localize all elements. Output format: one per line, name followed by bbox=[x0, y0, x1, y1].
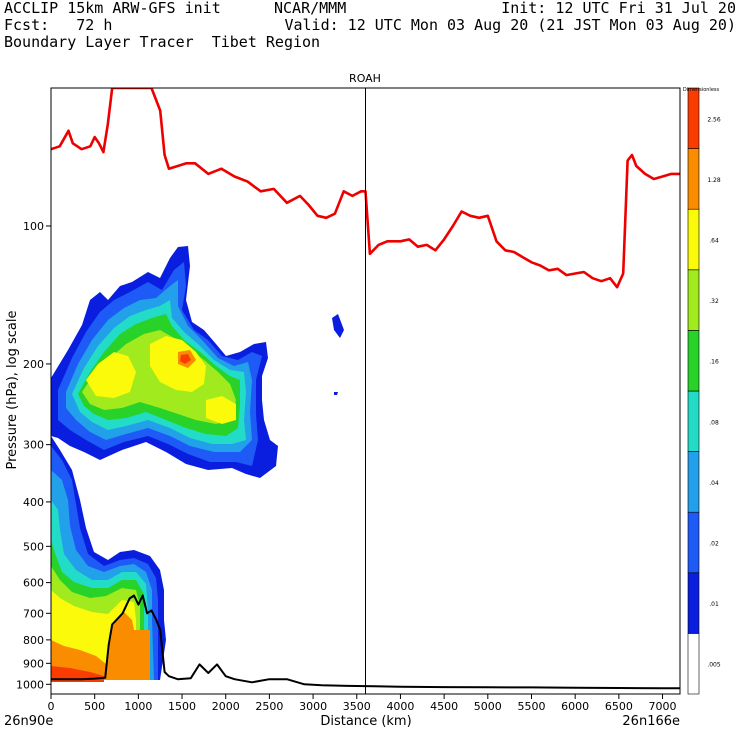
y-tick-label: 400 bbox=[23, 496, 44, 509]
x-tick-label: 2000 bbox=[212, 700, 240, 713]
colorbar-segment bbox=[687, 390, 700, 452]
header-institution: NCAR/MMM bbox=[274, 0, 347, 17]
colorbar-level-label: 2.56 bbox=[707, 116, 721, 123]
colorbar-level-label: .04 bbox=[709, 480, 719, 487]
colorbar-segment bbox=[687, 572, 700, 634]
header-init-time: Init: 12 UTC Fri 31 Jul 20 bbox=[501, 0, 736, 17]
x-axis-end-label: 26n166e bbox=[622, 714, 680, 729]
y-tick-label: 100 bbox=[23, 220, 44, 233]
y-tick-label: 500 bbox=[23, 540, 44, 553]
y-tick-label: 700 bbox=[23, 607, 44, 620]
y-axis-ticks: 100 200 300 400 500 600 700 800 900 1000 bbox=[16, 220, 51, 691]
y-tick-label: 200 bbox=[23, 358, 44, 371]
contour-plume-upper-11 bbox=[180, 354, 191, 364]
x-tick-label: 4500 bbox=[430, 700, 458, 713]
chart-title: ROAH bbox=[349, 72, 381, 85]
colorbar-segment bbox=[687, 87, 700, 149]
x-tick-label: 2500 bbox=[255, 700, 283, 713]
x-tick-label: 500 bbox=[84, 700, 105, 713]
colorbar-segment bbox=[687, 148, 700, 210]
colorbar-level-label: .16 bbox=[709, 359, 719, 366]
x-tick-label: 6000 bbox=[561, 700, 589, 713]
contour-plume-upper-13 bbox=[334, 392, 338, 395]
line-series-group bbox=[51, 88, 680, 690]
contour-boundary-layer-08 bbox=[51, 612, 150, 680]
contour-plume-upper-07 bbox=[86, 352, 136, 398]
colorbar-segment bbox=[687, 269, 700, 331]
tracer-contour-fields bbox=[51, 246, 344, 682]
colorbar-level-label: .32 bbox=[709, 298, 719, 305]
contour-plume-upper-09 bbox=[206, 396, 236, 424]
x-tick-label: 4000 bbox=[386, 700, 414, 713]
header-forecast-hour: Fcst: 72 h bbox=[4, 16, 113, 34]
x-axis-ticks: 0 500 1000 1500 2000 2500 3000 3500 4000 4500 5000… bbox=[48, 694, 677, 713]
colorbar-title: Dimensionless bbox=[683, 87, 720, 93]
colorbar-segment bbox=[687, 511, 700, 574]
colorbar-level-label: .005 bbox=[707, 662, 721, 669]
y-tick-label: 900 bbox=[23, 657, 44, 670]
header-valid-time: Valid: 12 UTC Mon 03 Aug 20 (21 JST Mon … bbox=[284, 16, 736, 34]
tropopause-line bbox=[51, 88, 680, 289]
colorbar-level-label: .02 bbox=[709, 541, 719, 548]
x-tick-label: 5500 bbox=[517, 700, 545, 713]
y-tick-label: 800 bbox=[23, 634, 44, 647]
x-tick-label: 3500 bbox=[343, 700, 371, 713]
x-tick-label: 1000 bbox=[124, 700, 152, 713]
colorbar-level-label: 1.28 bbox=[707, 177, 721, 184]
colorbar: .005 .01 .02 .04 .08 .16 .32 .64 1.28 2.56 bbox=[687, 87, 721, 695]
x-tick-label: 3000 bbox=[299, 700, 327, 713]
x-axis-start-label: 26n90e bbox=[4, 714, 53, 729]
y-tick-label: 300 bbox=[23, 439, 44, 452]
plot-frame bbox=[50, 87, 681, 695]
x-tick-label: 6500 bbox=[605, 700, 633, 713]
colorbar-segment bbox=[687, 451, 700, 513]
x-tick-label: 1500 bbox=[168, 700, 196, 713]
colorbar-level-label: .64 bbox=[709, 238, 719, 245]
x-tick-label: 5000 bbox=[474, 700, 502, 713]
colorbar-level-label: .08 bbox=[709, 419, 719, 426]
contour-plume-upper-12 bbox=[332, 314, 344, 338]
y-axis-label: Pressure (hPa), log scale bbox=[5, 311, 20, 470]
x-tick-label: 7000 bbox=[649, 700, 677, 713]
x-tick-label: 0 bbox=[48, 700, 55, 713]
colorbar-segment bbox=[687, 208, 700, 271]
colorbar-segment bbox=[687, 330, 700, 392]
header-field-description: Boundary Layer Tracer Tibet Region bbox=[4, 33, 321, 51]
colorbar-level-label: .01 bbox=[709, 601, 719, 608]
y-tick-label: 600 bbox=[23, 577, 44, 590]
x-axis-label: Distance (km) bbox=[320, 714, 411, 729]
header-model-title: ACCLIP 15km ARW-GFS init bbox=[4, 0, 221, 17]
terrain-line bbox=[51, 594, 680, 690]
y-tick-label: 1000 bbox=[16, 678, 44, 691]
colorbar-segment bbox=[687, 633, 700, 695]
